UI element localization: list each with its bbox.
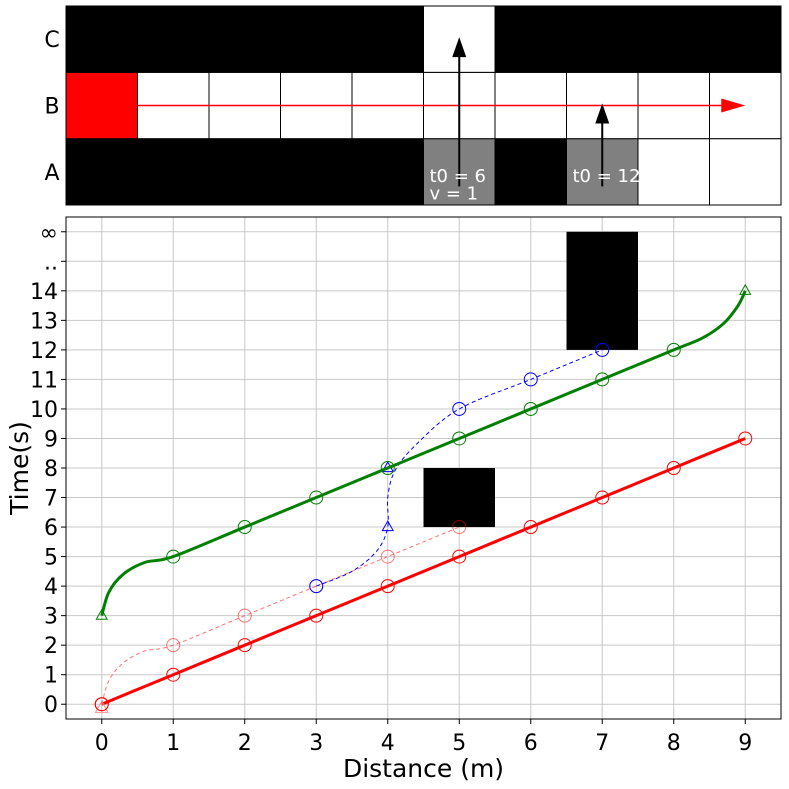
x-axis-label: Distance (m) [343, 754, 504, 783]
grid-cell [637, 138, 710, 206]
series-line-red-solid [101, 437, 746, 706]
data-point-marker [595, 372, 610, 387]
data-point-marker [595, 342, 610, 357]
series-line-blue-dashed [316, 349, 603, 587]
grid-cell [65, 138, 138, 206]
x-tick-label: 8 [667, 731, 681, 756]
data-point-marker [452, 431, 467, 446]
data-point-marker [452, 520, 467, 535]
y-tick-label: 11 [30, 368, 58, 393]
data-point-marker [166, 638, 181, 653]
data-point-marker [523, 401, 538, 416]
grid-cell [280, 5, 353, 73]
row-label: B [44, 95, 59, 120]
grid-cell [137, 5, 210, 73]
x-tick-label: 3 [309, 731, 323, 756]
data-point-marker [380, 549, 395, 564]
y-tick-label: 6 [44, 516, 58, 541]
grid-cell [65, 5, 138, 73]
grid-cell [351, 5, 424, 73]
data-point-triangle [95, 608, 109, 620]
y-tick-label: 10 [30, 398, 58, 423]
y-tick-label: 8 [44, 457, 58, 482]
data-point-marker [595, 490, 610, 505]
data-point-marker [237, 638, 252, 653]
y-tick-label: 1 [44, 664, 58, 689]
y-tick-label: 0 [44, 693, 58, 718]
data-point-marker [523, 372, 538, 387]
series-line-green-solid [100, 290, 747, 617]
x-tick-label: 0 [95, 731, 109, 756]
y-tick-label: ∞ [40, 221, 58, 246]
vehicle-arrow-head [452, 37, 467, 58]
data-point-marker [666, 461, 681, 475]
data-point-marker [380, 579, 395, 594]
row-label: C [44, 28, 59, 53]
x-tick-label: 1 [166, 731, 180, 756]
vehicle-v-label: v = 1 [430, 184, 479, 205]
y-tick-label: 2 [44, 634, 58, 659]
x-tick-label: 6 [524, 731, 538, 756]
y-tick-label: 13 [30, 309, 58, 334]
data-point-marker [666, 342, 681, 357]
y-axis-label: Time(s) [5, 421, 34, 516]
y-tick-label: 5 [44, 546, 58, 571]
data-point-marker [380, 461, 395, 475]
data-point-marker [166, 549, 181, 564]
y-tick-label: 7 [44, 487, 58, 512]
x-tick-label: 5 [452, 731, 466, 756]
data-point-marker [309, 608, 324, 623]
data-point-marker [166, 667, 181, 682]
data-point-marker [452, 401, 467, 416]
obstacle-block [566, 231, 638, 350]
grid-cell [709, 5, 782, 73]
vehicle-t0-label: t0 = 6 [430, 166, 487, 187]
grid-cell [637, 5, 710, 73]
data-point-marker [309, 579, 324, 594]
x-tick-label: 9 [738, 731, 752, 756]
data-point-triangle [381, 520, 395, 532]
data-point-marker [738, 431, 753, 446]
data-point-triangle [738, 283, 752, 295]
data-point-marker [237, 520, 252, 535]
y-tick-label: 14 [30, 280, 58, 305]
data-point-marker [523, 520, 538, 535]
x-tick-label: 4 [381, 731, 395, 756]
grid-cell [208, 5, 281, 73]
grid-border [65, 5, 782, 206]
y-tick-label: 4 [44, 575, 58, 600]
grid-cell [208, 138, 281, 206]
data-point-marker [452, 549, 467, 564]
grid-cell [566, 5, 639, 73]
grid-cell [65, 71, 138, 140]
grid-cell [351, 138, 424, 206]
start-triangle [94, 700, 109, 713]
y-tick-label: 9 [44, 427, 58, 452]
grid-cell [494, 138, 567, 206]
data-point-marker [237, 608, 252, 623]
vehicle-arrow-head [595, 103, 610, 124]
road-grid-panel: A B Ct0 = 6v = 1 t0 = 12 [44, 5, 782, 206]
grid-cell [494, 5, 567, 73]
y-tick-label: .. [44, 250, 58, 275]
origin-marker [94, 697, 109, 712]
grid-cell [280, 138, 353, 206]
x-tick-label: 7 [595, 731, 609, 756]
row-label: A [44, 161, 59, 186]
grid-cell [709, 138, 782, 206]
x-tick-label: 2 [238, 731, 252, 756]
vehicle-t0-label: t0 = 12 [573, 166, 641, 187]
path-arrow-head [721, 98, 746, 113]
data-point-marker [309, 490, 324, 505]
obstacle-block [423, 468, 495, 528]
y-tick-label: 12 [30, 339, 58, 364]
y-tick-label: 3 [44, 605, 58, 630]
grid-cell [137, 138, 210, 206]
time-distance-plot: 0 1 2 3 4 5 6 7 8 901234567891011121314..∞Distanc… [5, 216, 782, 783]
